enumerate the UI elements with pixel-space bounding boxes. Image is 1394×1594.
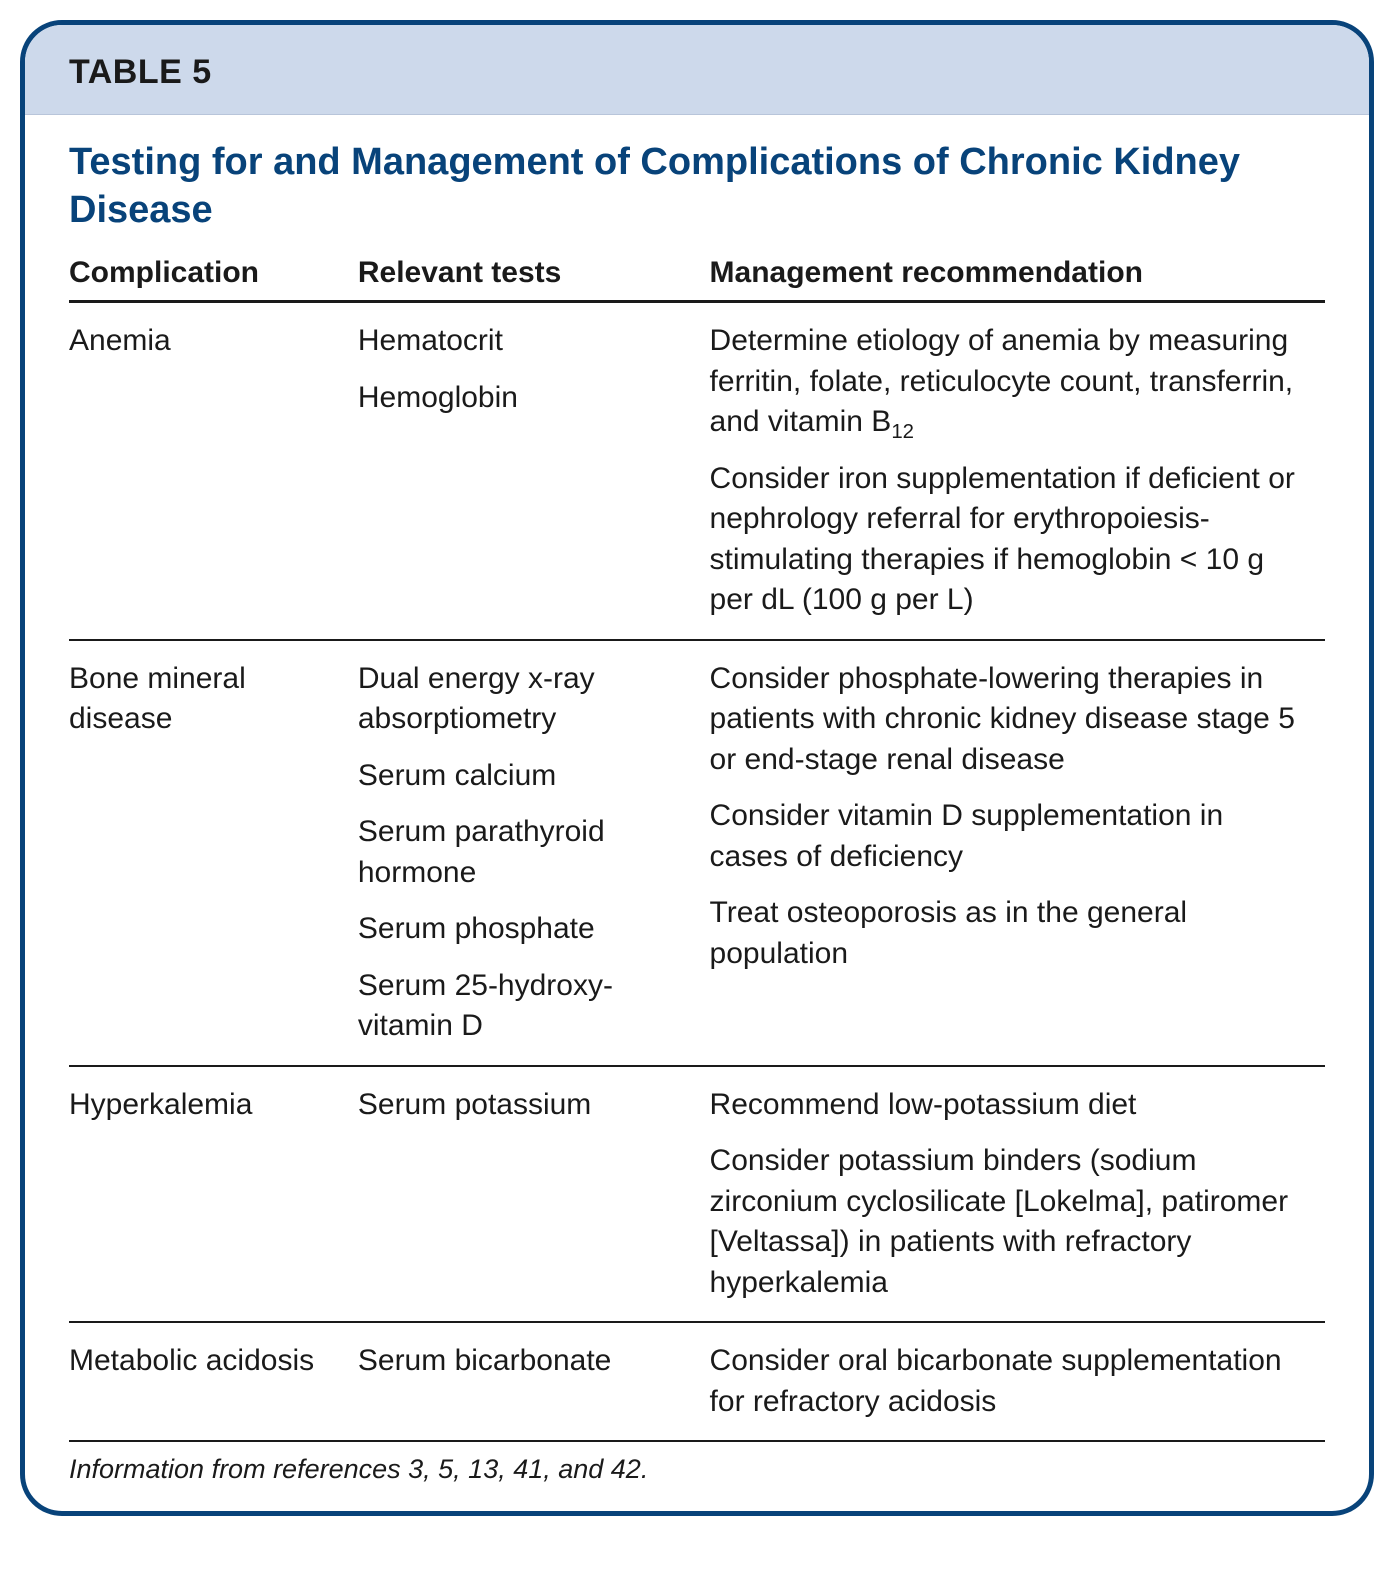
cell-complication: Bone mineral disease <box>69 640 358 1066</box>
table-header-row: Complication Relevant tests Management r… <box>69 252 1325 302</box>
test-item: Hemoglobin <box>358 378 692 419</box>
table-header-bar: TABLE 5 <box>25 25 1369 115</box>
cell-complication: Hyperkalemia <box>69 1066 358 1323</box>
cell-complication: Anemia <box>69 302 358 640</box>
management-item: Consider iron supplementation if deficie… <box>710 459 1307 621</box>
cell-tests: Serum bicarbonate <box>358 1322 710 1441</box>
table-title: Testing for and Management of Complicati… <box>69 139 1325 234</box>
management-item: Consider phosphate-lowering therapies in… <box>710 659 1307 781</box>
table-row: HyperkalemiaSerum potassium Recommend low… <box>69 1066 1325 1323</box>
test-item: Serum parathyroid hormone <box>358 812 692 893</box>
management-item: Consider potassium binders (sodium zirco… <box>710 1141 1307 1303</box>
col-header-tests: Relevant tests <box>358 252 710 302</box>
test-item: Serum phosphate <box>358 909 692 950</box>
cell-management: Consider oral bicarbonate supplementatio… <box>710 1322 1325 1441</box>
test-item: Serum potassium <box>358 1085 692 1126</box>
cell-management: Consider phosphate-lowering therapies in… <box>710 640 1325 1066</box>
cell-tests: Dual energy x-ray absorptiometry Serum ca… <box>358 640 710 1066</box>
management-item: Consider oral bicarbonate supplementatio… <box>710 1341 1307 1422</box>
col-header-management: Management recommendation <box>710 252 1325 302</box>
cell-management: Determine etiology of anemia by measurin… <box>710 302 1325 640</box>
table-tbody: AnemiaHematocrit Hemoglobin Determine etio… <box>69 302 1325 1442</box>
table-container: TABLE 5 Testing for and Management of Co… <box>20 20 1374 1516</box>
complications-table: Complication Relevant tests Management r… <box>69 252 1325 1442</box>
table-footnote: Information from references 3, 5, 13, 41… <box>69 1442 1325 1493</box>
table-label: TABLE 5 <box>69 53 1325 92</box>
management-item: Determine etiology of anemia by measurin… <box>710 321 1307 443</box>
cell-tests: Hematocrit Hemoglobin <box>358 302 710 640</box>
cell-complication: Metabolic acidosis <box>69 1322 358 1441</box>
table-row: Metabolic acidosisSerum bicarbonate Consi… <box>69 1322 1325 1441</box>
test-item: Dual energy x-ray absorptiometry <box>358 659 692 740</box>
test-item: Serum calcium <box>358 756 692 797</box>
cell-management: Recommend low-potassium diet Consider pot… <box>710 1066 1325 1323</box>
management-item: Treat osteoporosis as in the general pop… <box>710 893 1307 974</box>
cell-tests: Serum potassium <box>358 1066 710 1323</box>
test-item: Serum 25-hydroxy­vitamin D <box>358 966 692 1047</box>
management-item: Recommend low-potassium diet <box>710 1085 1307 1126</box>
management-item: Consider vitamin D supplementation in ca… <box>710 796 1307 877</box>
table-row: AnemiaHematocrit Hemoglobin Determine etio… <box>69 302 1325 640</box>
test-item: Serum bicarbonate <box>358 1341 692 1382</box>
test-item: Hematocrit <box>358 321 692 362</box>
table-body: Testing for and Management of Complicati… <box>25 115 1369 1511</box>
col-header-complication: Complication <box>69 252 358 302</box>
table-row: Bone mineral diseaseDual energy x-ray ab… <box>69 640 1325 1066</box>
